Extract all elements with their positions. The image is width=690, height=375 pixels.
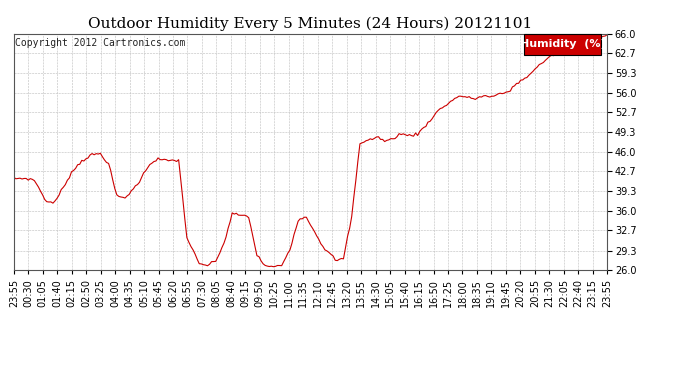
Title: Outdoor Humidity Every 5 Minutes (24 Hours) 20121101: Outdoor Humidity Every 5 Minutes (24 Hou… <box>88 17 533 31</box>
Text: Humidity  (%): Humidity (%) <box>520 39 606 50</box>
Text: Copyright 2012 Cartronics.com: Copyright 2012 Cartronics.com <box>15 39 186 48</box>
FancyBboxPatch shape <box>524 34 601 55</box>
